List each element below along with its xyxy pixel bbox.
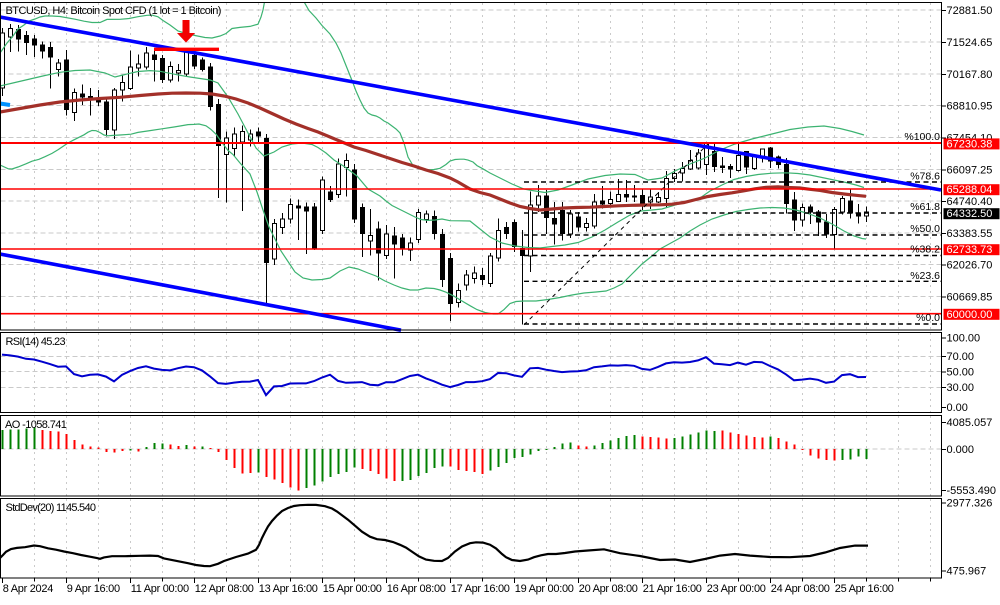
svg-text:67230.38: 67230.38 [947, 138, 993, 150]
svg-text:70167.80: 70167.80 [947, 69, 993, 81]
svg-text:71524.65: 71524.65 [947, 37, 993, 49]
svg-text:11 Apr 00:00: 11 Apr 00:00 [131, 583, 189, 595]
svg-text:%50.0: %50.0 [910, 223, 940, 235]
svg-text:BTCUSD, H4: Bitcoin Spot CFD (: BTCUSD, H4: Bitcoin Spot CFD (1 lot = 1 … [6, 5, 221, 17]
svg-text:9 Apr 16:00: 9 Apr 16:00 [67, 583, 120, 595]
svg-text:%100.0: %100.0 [904, 131, 940, 143]
svg-text:12 Apr 08:00: 12 Apr 08:00 [195, 583, 254, 595]
svg-text:20 Apr 08:00: 20 Apr 08:00 [579, 583, 638, 595]
svg-text:4085.057: 4085.057 [947, 417, 993, 429]
svg-text:70.00: 70.00 [947, 351, 975, 363]
svg-text:-5553.490: -5553.490 [947, 485, 997, 497]
svg-text:62733.73: 62733.73 [947, 244, 993, 256]
svg-text:%0.0: %0.0 [916, 312, 940, 324]
svg-text:17 Apr 16:00: 17 Apr 16:00 [451, 583, 510, 595]
svg-text:66097.25: 66097.25 [947, 164, 993, 176]
svg-text:64332.50: 64332.50 [947, 208, 993, 220]
svg-text:13 Apr 16:00: 13 Apr 16:00 [259, 583, 318, 595]
svg-text:60669.85: 60669.85 [947, 292, 993, 304]
svg-text:30.00: 30.00 [947, 382, 975, 394]
svg-text:%38.2: %38.2 [910, 244, 940, 256]
svg-text:0.00: 0.00 [947, 402, 968, 414]
svg-text:%23.6: %23.6 [910, 270, 940, 282]
svg-text:16 Apr 08:00: 16 Apr 08:00 [387, 583, 446, 595]
svg-text:%78.6: %78.6 [910, 171, 940, 183]
svg-text:StdDev(20) 1145.540: StdDev(20) 1145.540 [6, 502, 96, 514]
svg-text:8 Apr 2024: 8 Apr 2024 [3, 583, 53, 595]
svg-text:0.000: 0.000 [947, 444, 975, 456]
svg-text:475.967: 475.967 [947, 566, 987, 578]
svg-text:100.00: 100.00 [947, 333, 981, 345]
svg-text:72881.50: 72881.50 [947, 5, 993, 17]
svg-text:2977.326: 2977.326 [947, 497, 993, 509]
svg-text:RSI(14) 45.23: RSI(14) 45.23 [6, 336, 66, 348]
svg-text:23 Apr 00:00: 23 Apr 00:00 [707, 583, 766, 595]
svg-text:60000.00: 60000.00 [947, 309, 993, 321]
svg-text:63383.55: 63383.55 [947, 228, 993, 240]
svg-text:65288.04: 65288.04 [947, 184, 993, 196]
svg-text:AO -1058.741: AO -1058.741 [5, 419, 67, 431]
svg-text:64740.40: 64740.40 [947, 196, 993, 208]
svg-text:15 Apr 00:00: 15 Apr 00:00 [323, 583, 382, 595]
svg-text:24 Apr 08:00: 24 Apr 08:00 [771, 583, 830, 595]
svg-text:%61.8: %61.8 [910, 201, 940, 213]
svg-text:25 Apr 16:00: 25 Apr 16:00 [835, 583, 894, 595]
svg-text:62026.70: 62026.70 [947, 260, 993, 272]
svg-text:50.00: 50.00 [947, 367, 975, 379]
svg-text:21 Apr 16:00: 21 Apr 16:00 [643, 583, 702, 595]
svg-text:68810.95: 68810.95 [947, 101, 993, 113]
svg-text:19 Apr 00:00: 19 Apr 00:00 [515, 583, 574, 595]
